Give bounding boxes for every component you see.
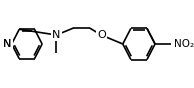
Text: N: N (3, 39, 12, 49)
Text: O: O (97, 30, 106, 40)
Text: N: N (52, 30, 61, 40)
Text: N: N (52, 30, 61, 40)
Text: O: O (97, 30, 106, 40)
Text: N: N (3, 39, 12, 49)
Text: N: N (3, 39, 12, 49)
Text: NO₂: NO₂ (174, 39, 194, 49)
